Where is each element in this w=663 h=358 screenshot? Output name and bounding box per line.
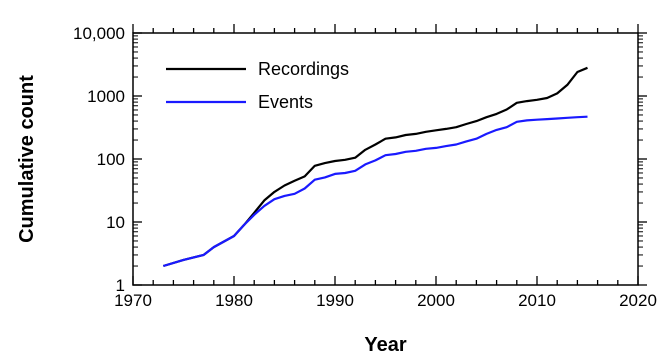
y-tick-label: 100 bbox=[97, 150, 125, 169]
x-tick-label: 2000 bbox=[417, 291, 455, 310]
x-axis-ticks: 1970 1980 1990 2000 2010 2020 bbox=[114, 24, 657, 310]
x-tick-label: 2020 bbox=[619, 291, 657, 310]
y-tick-label: 1 bbox=[116, 276, 125, 295]
plot-border bbox=[132, 32, 639, 286]
series-line-events bbox=[162, 115, 588, 268]
y-axis-title: Cumulative count bbox=[16, 75, 38, 243]
series-line-recordings bbox=[162, 66, 588, 268]
series-layer bbox=[162, 66, 588, 268]
legend-label-events: Events bbox=[258, 92, 313, 112]
y-axis-ticks: 1 10 100 1000 10,000 bbox=[73, 24, 647, 295]
x-axis-title: Year bbox=[364, 334, 406, 356]
y-tick-label: 1000 bbox=[87, 87, 125, 106]
x-tick-label: 1990 bbox=[316, 291, 354, 310]
legend-label-recordings: Recordings bbox=[258, 59, 349, 79]
x-tick-label: 1970 bbox=[114, 291, 152, 310]
x-tick-label: 1980 bbox=[215, 291, 253, 310]
plot-frame bbox=[132, 32, 639, 286]
y-tick-label: 10,000 bbox=[73, 24, 125, 43]
x-tick-label: 2010 bbox=[518, 291, 556, 310]
legend: Recordings Events bbox=[166, 59, 349, 112]
y-tick-label: 10 bbox=[106, 213, 125, 232]
